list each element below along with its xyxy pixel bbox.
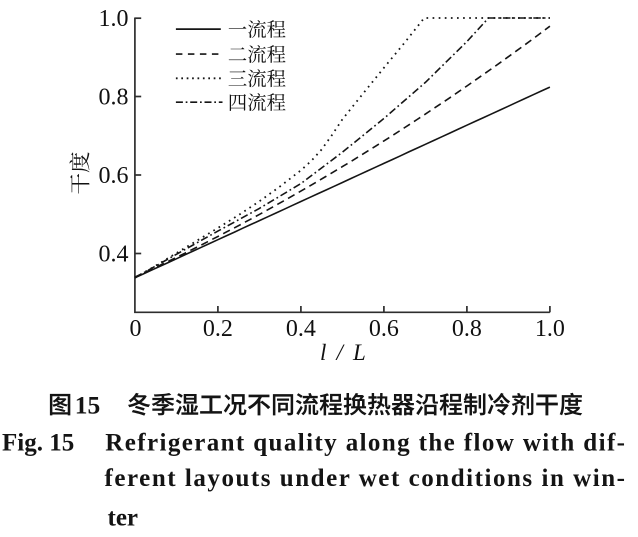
svg-text:0.2: 0.2 bbox=[203, 316, 233, 342]
svg-text:15: 15 bbox=[75, 390, 101, 419]
svg-text:0.6: 0.6 bbox=[99, 163, 129, 189]
svg-text:0.6: 0.6 bbox=[369, 316, 399, 342]
svg-text:Fig. 15: Fig. 15 bbox=[2, 430, 74, 457]
svg-text:1.0: 1.0 bbox=[535, 316, 565, 342]
svg-text:0: 0 bbox=[130, 316, 142, 342]
svg-text:0.8: 0.8 bbox=[452, 316, 482, 342]
svg-text:1.0: 1.0 bbox=[99, 6, 129, 32]
svg-text:Refrigerant quality along the: Refrigerant quality along the flow with … bbox=[105, 430, 625, 457]
svg-text:0.8: 0.8 bbox=[99, 84, 129, 110]
svg-text:ferent layouts under wet condi: ferent layouts under wet conditions in w… bbox=[105, 465, 626, 492]
svg-text:l / L: l / L bbox=[320, 340, 368, 365]
svg-text:0.4: 0.4 bbox=[286, 316, 316, 342]
svg-text:ter: ter bbox=[108, 505, 139, 532]
svg-text:0.4: 0.4 bbox=[99, 241, 129, 267]
